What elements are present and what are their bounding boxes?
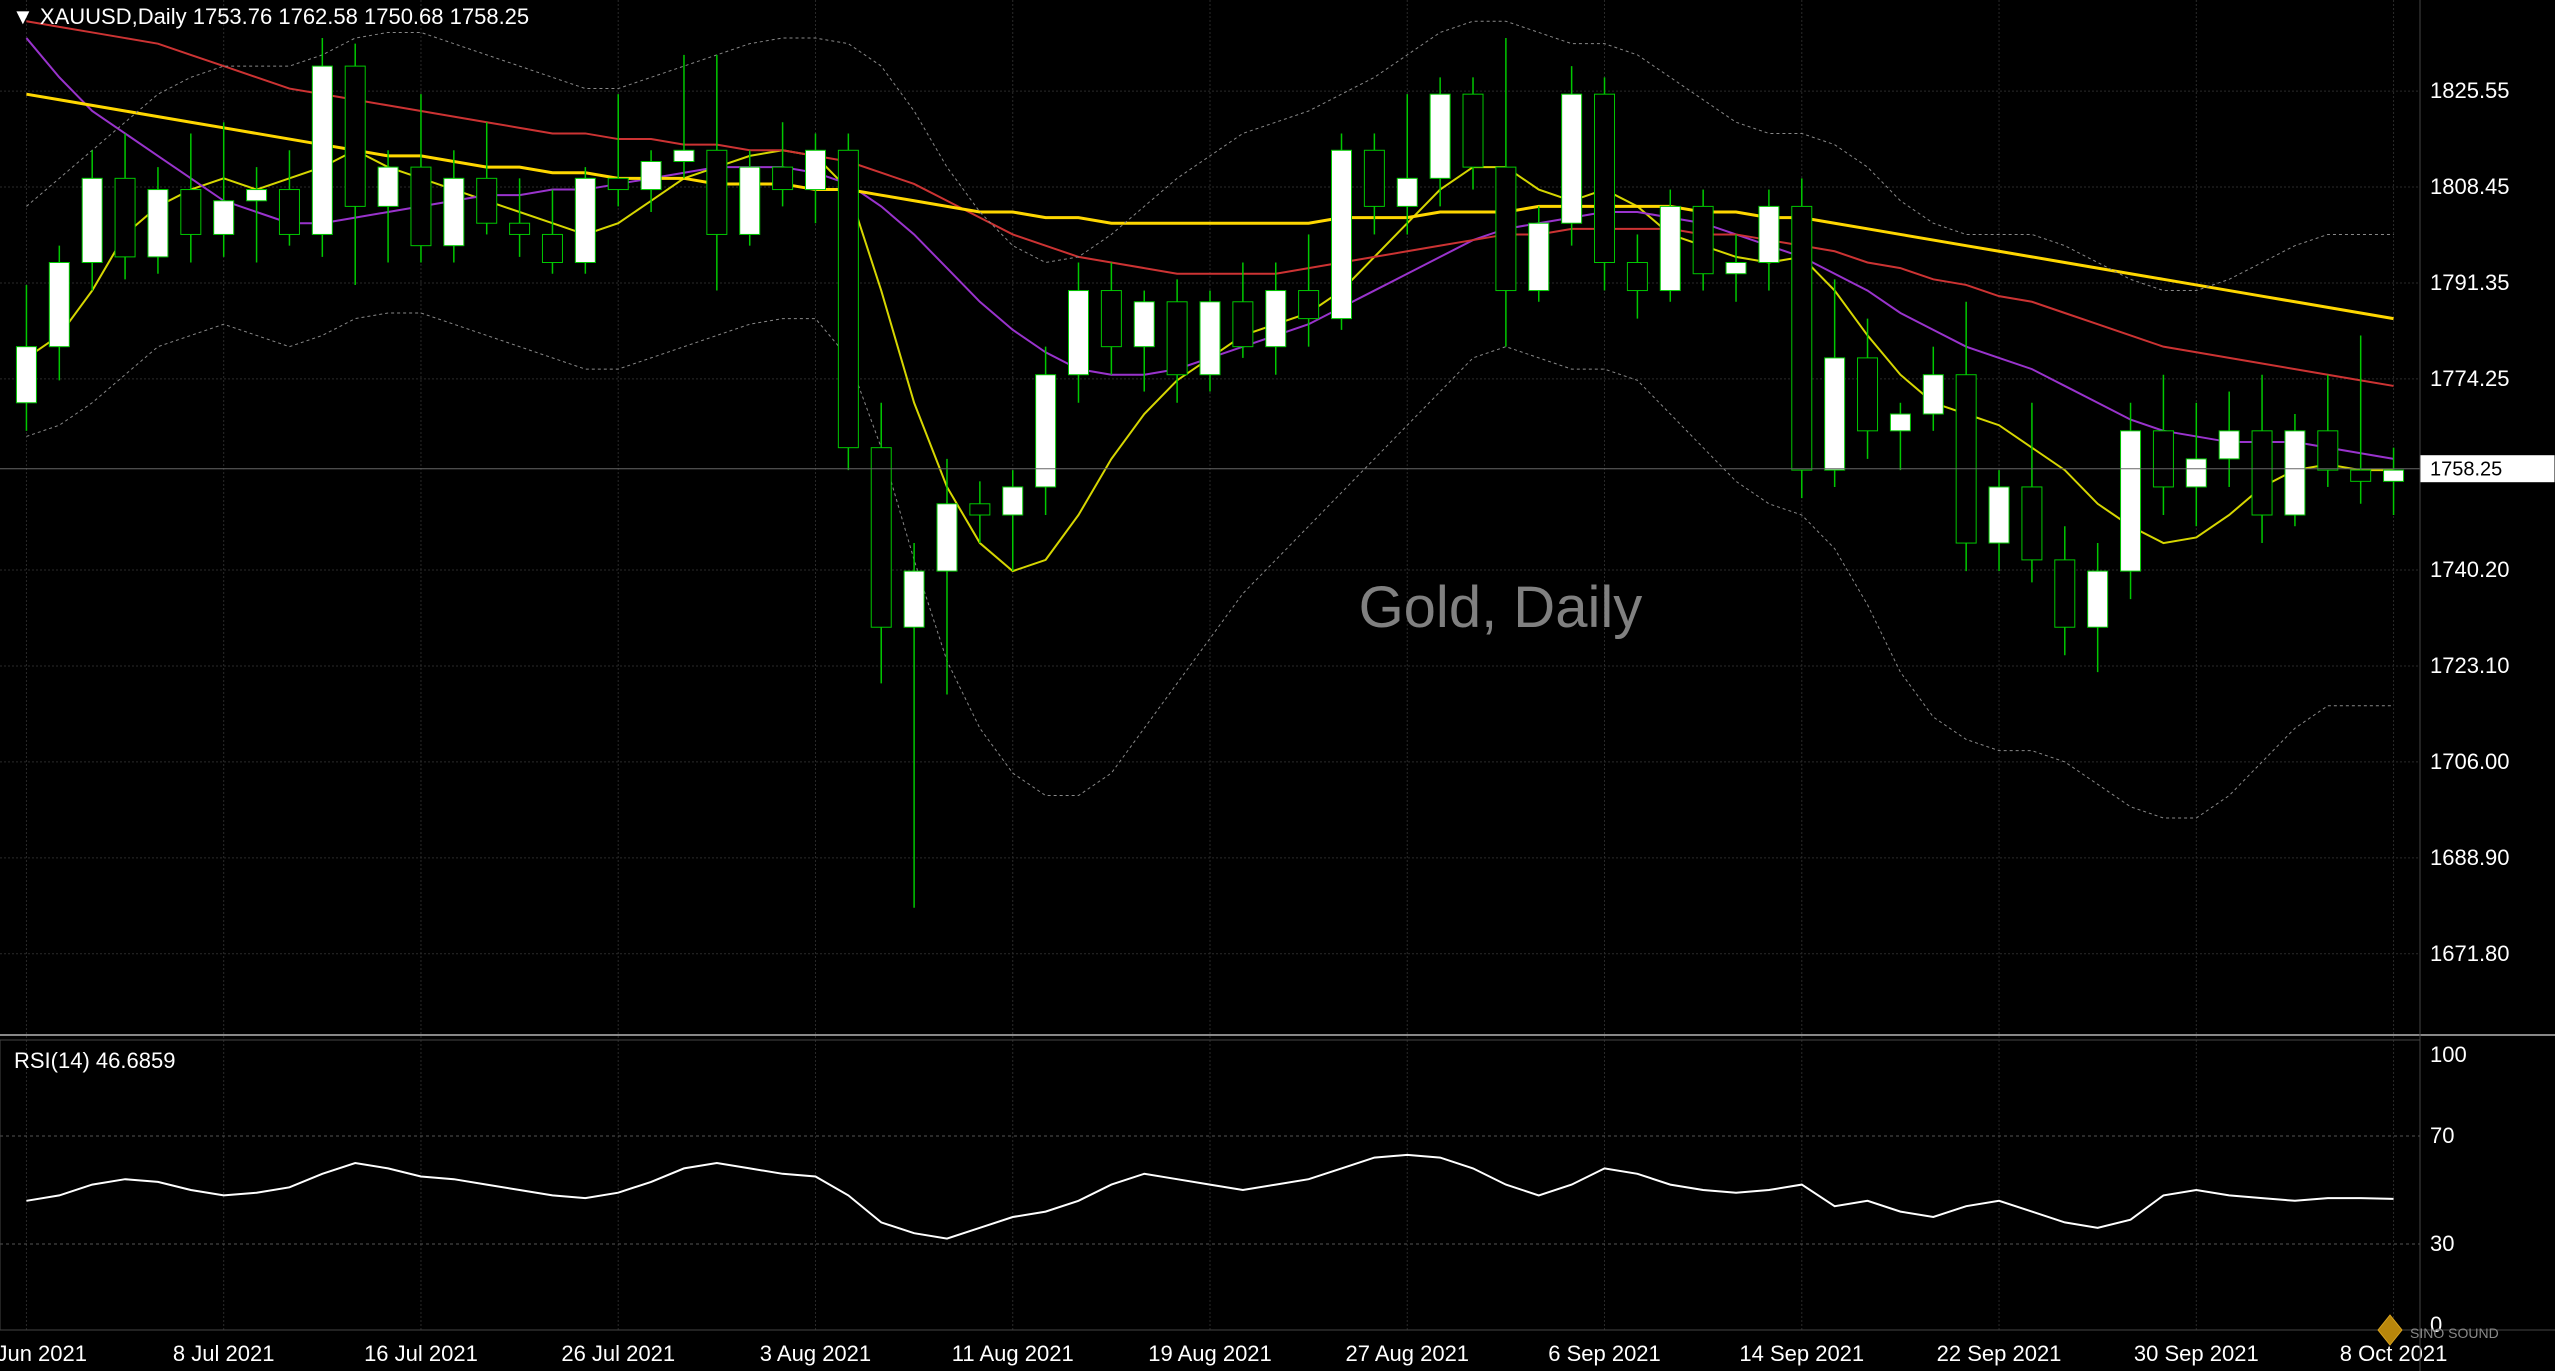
svg-text:1758.25: 1758.25 [2430,459,2502,481]
logo-text: SINO SOUND [2410,1325,2499,1341]
svg-text:8 Oct 2021: 8 Oct 2021 [2340,1341,2448,1366]
svg-text:1791.35: 1791.35 [2430,270,2510,295]
symbol-label: XAUUSD,Daily [40,4,187,29]
rsi-label: RSI(14) 46.6859 [14,1048,175,1073]
svg-text:22 Sep 2021: 22 Sep 2021 [1937,1341,2062,1366]
svg-text:1740.20: 1740.20 [2430,557,2510,582]
svg-text:30: 30 [2430,1231,2454,1256]
svg-text:1825.55: 1825.55 [2430,78,2510,103]
svg-text:3 Aug 2021: 3 Aug 2021 [760,1341,871,1366]
chart-watermark: Gold, Daily [1359,575,1643,640]
svg-text:70: 70 [2430,1123,2454,1148]
svg-text:26 Jul 2021: 26 Jul 2021 [561,1341,675,1366]
ohlc-label: 1753.76 1762.58 1750.68 1758.25 [193,4,529,29]
svg-text:14 Sep 2021: 14 Sep 2021 [1739,1341,1864,1366]
svg-text:8 Jul 2021: 8 Jul 2021 [173,1341,275,1366]
svg-text:19 Aug 2021: 19 Aug 2021 [1148,1341,1272,1366]
trading-chart[interactable]: 1758.25 1671.80 1688.90 1706.00 1723.10 1740… [0,0,2555,1371]
svg-text:11 Aug 2021: 11 Aug 2021 [952,1341,1074,1366]
chart-header: ▼ XAUUSD,Daily 1753.76 1762.58 1750.68 1… [12,4,529,29]
svg-text:6 Sep 2021: 6 Sep 2021 [1548,1341,1661,1366]
svg-text:16 Jul 2021: 16 Jul 2021 [364,1341,478,1366]
svg-text:1808.45: 1808.45 [2430,174,2510,199]
svg-text:1671.80: 1671.80 [2430,941,2510,966]
rsi-y-axis: 03070100 [2430,1042,2467,1337]
svg-text:1723.10: 1723.10 [2430,653,2510,678]
svg-text:30 Sep 2021: 30 Sep 2021 [2134,1341,2259,1366]
svg-text:▼ XAUUSD,Daily 1753.76 1762.5: ▼ XAUUSD,Daily 1753.76 1762.58 1750.68 1… [12,4,529,29]
svg-text:1706.00: 1706.00 [2430,749,2510,774]
svg-text:30 Jun 2021: 30 Jun 2021 [0,1341,87,1366]
svg-text:1774.25: 1774.25 [2430,366,2510,391]
price-y-axis: 1671.80 1688.90 1706.00 1723.10 1740.20 1774.… [2430,78,2510,966]
svg-text:100: 100 [2430,1042,2467,1067]
svg-text:27 Aug 2021: 27 Aug 2021 [1345,1341,1469,1366]
x-axis: 30 Jun 2021 8 Jul 2021 16 Jul 2021 26 Jul 2… [0,1330,2555,1366]
svg-text:1688.90: 1688.90 [2430,845,2510,870]
